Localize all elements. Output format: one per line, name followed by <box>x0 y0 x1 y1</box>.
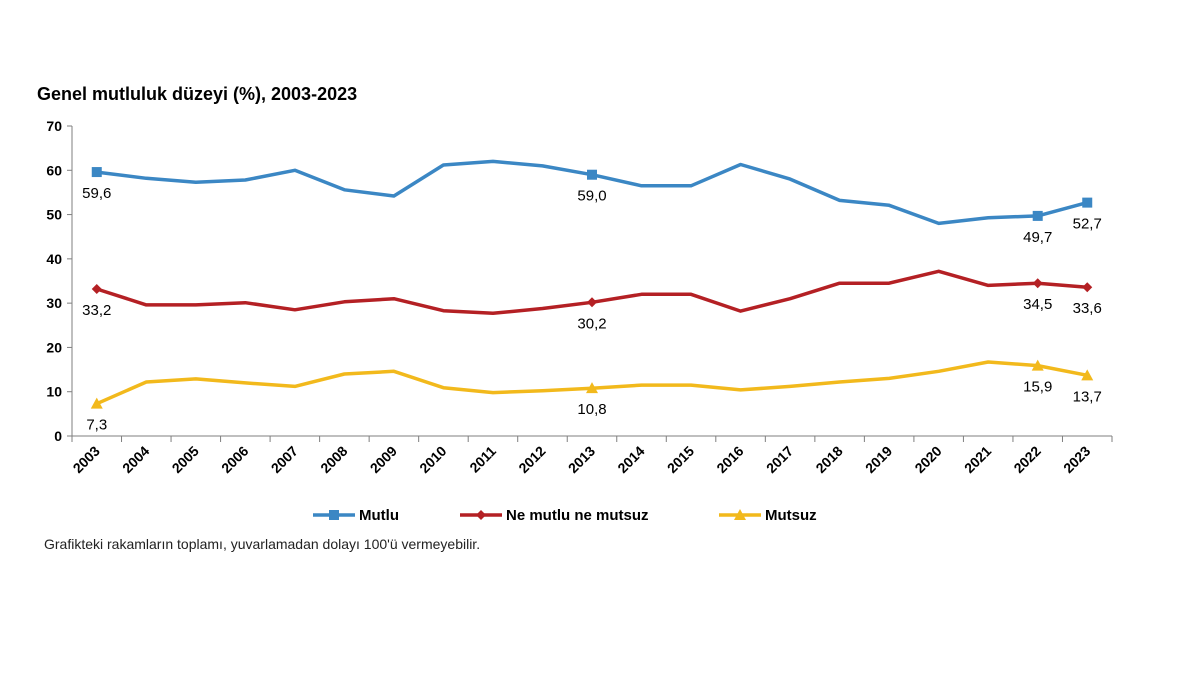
x-tick-label: 2020 <box>911 443 944 476</box>
x-tick-label: 2003 <box>70 443 103 476</box>
x-tick-label: 2022 <box>1010 443 1043 476</box>
data-label-mutlu: 59,0 <box>577 188 606 205</box>
legend-label-ne-mutlu-ne-mutsuz: Ne mutlu ne mutsuz <box>506 507 649 524</box>
data-label-mutsuz: 13,7 <box>1073 388 1102 405</box>
x-tick-label: 2014 <box>614 443 647 476</box>
data-label-mutsuz: 7,3 <box>86 417 107 434</box>
x-tick-label: 2011 <box>466 443 499 476</box>
data-label-mutlu: 52,7 <box>1073 216 1102 233</box>
data-point-marker-mutlu <box>1082 197 1093 208</box>
x-tick-label: 2009 <box>367 443 400 476</box>
legend-swatch-marker-mutlu <box>329 510 339 520</box>
y-tick-label: 10 <box>46 384 62 400</box>
x-axis: 2003 2004 2005 2006 2007 2008 2009 2010 2011 2012… <box>70 435 1113 476</box>
legend-item-ne-mutlu-ne-mutsuz: Ne mutlu ne mutsuz <box>460 507 649 524</box>
data-label-ne-mutlu-ne-mutsuz: 33,2 <box>82 302 111 319</box>
y-axis: 0 10 20 30 40 50 60 70 <box>46 118 73 444</box>
data-label-ne-mutlu-ne-mutsuz: 34,5 <box>1023 296 1052 313</box>
data-point-marker-ne-mutlu-ne-mutsuz <box>1082 282 1093 293</box>
y-tick-label: 60 <box>46 162 62 178</box>
legend-item-mutsuz: Mutsuz <box>719 507 817 524</box>
x-tick-label: 2012 <box>515 443 548 476</box>
y-tick-label: 0 <box>54 428 62 444</box>
x-tick-label: 2005 <box>169 443 202 476</box>
y-tick-label: 30 <box>46 295 62 311</box>
x-tick-label: 2004 <box>119 443 152 476</box>
x-tick-label: 2021 <box>961 443 994 476</box>
x-tick-label: 2006 <box>218 443 251 476</box>
x-tick-label: 2008 <box>317 443 350 476</box>
chart-footnote: Grafikteki rakamların toplamı, yuvarlama… <box>44 536 480 552</box>
legend-swatch-marker-mutsuz <box>734 509 746 520</box>
x-tick-label: 2016 <box>713 443 746 476</box>
x-tick-label: 2010 <box>416 443 449 476</box>
data-point-marker-mutlu <box>1032 210 1043 221</box>
legend-label-mutsuz: Mutsuz <box>765 507 817 524</box>
x-tick-label: 2017 <box>763 443 796 476</box>
data-point-marker-mutsuz <box>586 382 598 394</box>
data-point-marker-mutlu <box>587 169 597 180</box>
x-tick-label: 2018 <box>812 443 845 476</box>
data-label-mutsuz: 15,9 <box>1023 379 1052 396</box>
data-point-marker-mutsuz <box>1081 369 1094 381</box>
data-point-marker-ne-mutlu-ne-mutsuz <box>1032 278 1043 289</box>
data-label-ne-mutlu-ne-mutsuz: 33,6 <box>1073 300 1102 317</box>
data-point-marker-mutsuz <box>90 397 103 409</box>
data-label-ne-mutlu-ne-mutsuz: 30,2 <box>577 315 606 332</box>
y-tick-label: 20 <box>46 339 62 355</box>
data-point-marker-ne-mutlu-ne-mutsuz <box>587 297 597 308</box>
y-tick-label: 70 <box>46 118 62 134</box>
x-tick-label: 2023 <box>1060 443 1093 476</box>
data-point-marker-ne-mutlu-ne-mutsuz <box>91 283 102 294</box>
data-labels: 59,6 59,0 49,7 52,7 33,2 30,2 34,5 33,6 7,3 10,8 1… <box>82 185 1102 434</box>
data-label-mutlu: 59,6 <box>82 185 111 202</box>
legend-item-mutlu: Mutlu <box>313 507 399 524</box>
data-label-mutsuz: 10,8 <box>577 401 606 418</box>
y-tick-label: 50 <box>46 207 62 223</box>
x-tick-label: 2007 <box>268 443 301 476</box>
x-tick-label: 2019 <box>862 443 895 476</box>
data-label-mutlu: 49,7 <box>1023 229 1052 246</box>
x-tick-label: 2013 <box>565 443 598 476</box>
x-tick-label: 2015 <box>664 443 697 476</box>
y-tick-label: 40 <box>46 251 62 267</box>
legend: Mutlu Ne mutlu ne mutsuz Mutsuz <box>313 507 817 524</box>
legend-label-mutlu: Mutlu <box>359 507 399 524</box>
legend-swatch-marker-ne-mutlu-ne-mutsuz <box>476 510 486 520</box>
chart-title: Genel mutluluk düzeyi (%), 2003-2023 <box>37 84 357 104</box>
data-point-marker-mutlu <box>91 167 102 178</box>
data-point-marker-mutsuz <box>1031 359 1044 371</box>
series-markers <box>90 167 1094 409</box>
